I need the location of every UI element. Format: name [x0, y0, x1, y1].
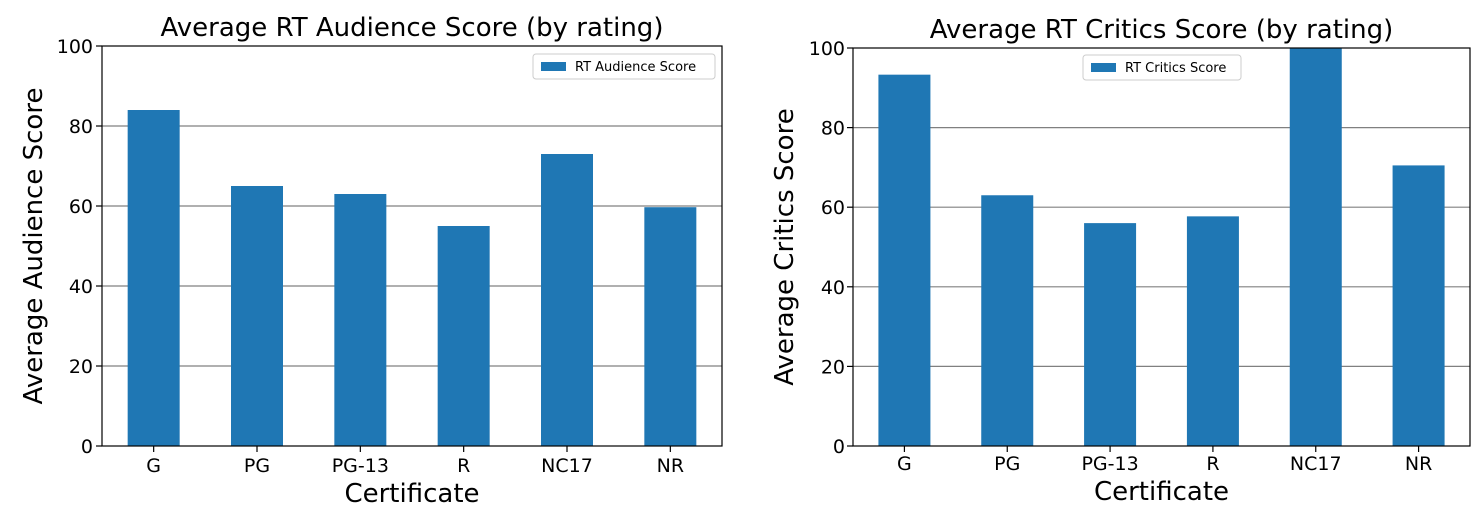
chart-2-ytick-label: 80 — [821, 118, 845, 140]
chart-2-plot-frame — [853, 48, 1470, 446]
chart-2-xlabel: Certificate — [1094, 477, 1229, 507]
chart-1-bar-nr — [644, 207, 696, 446]
chart-1-legend-label: RT Audience Score — [575, 60, 696, 75]
chart-1-plot-frame — [102, 46, 722, 446]
chart-2-xtick-label: PG — [994, 453, 1020, 475]
chart-2-xtick-label: PG-13 — [1081, 453, 1138, 475]
chart-1-bar-pg — [231, 186, 283, 446]
chart-2-ylabel: Average Critics Score — [770, 108, 800, 385]
chart-2-ytick-label: 0 — [833, 436, 845, 458]
chart-1-ytick-label: 80 — [69, 116, 93, 138]
chart-2-bar-nc17 — [1290, 48, 1342, 446]
chart-2-legend-swatch — [1091, 63, 1116, 72]
chart-2-bar-r — [1187, 216, 1239, 446]
chart-1-xtick-label: NR — [657, 455, 684, 477]
chart-2-xtick-label: NR — [1405, 453, 1432, 475]
chart-2-ytick-label: 60 — [821, 197, 845, 219]
chart-2-xtick-label: G — [897, 453, 912, 475]
chart-1-xtick-label: NC17 — [541, 455, 593, 477]
chart-1-title: Average RT Audience Score (by rating) — [161, 13, 664, 43]
chart-1-bar-r — [438, 226, 490, 446]
chart-2-xtick-label: R — [1206, 453, 1219, 475]
chart-2-ytick-label: 20 — [821, 356, 845, 378]
chart-2-bar-pg — [981, 195, 1033, 446]
chart-1-legend-swatch — [541, 62, 566, 71]
chart-1-xtick-label: PG — [244, 455, 270, 477]
chart-2-ytick-label: 40 — [821, 277, 845, 299]
chart-2-bar-g — [878, 75, 930, 446]
chart-2: 0 20 40 60 80 100 G PG PG-13 R NC17 NR Average RT Cr… — [770, 15, 1470, 507]
chart-1-ytick-label: 0 — [81, 436, 93, 458]
chart-1: 0 20 40 60 80 100 G PG PG-13 R NC17 NR Average RT Au… — [19, 13, 722, 509]
chart-1-ylabel: Average Audience Score — [19, 88, 49, 405]
chart-1-xlabel: Certificate — [344, 479, 479, 509]
chart-1-ytick-label: 60 — [69, 196, 93, 218]
chart-1-xtick-label: R — [457, 455, 470, 477]
chart-2-bar-pg-13 — [1084, 223, 1136, 446]
chart-1-bar-pg-13 — [334, 194, 386, 446]
chart-2-ytick-label: 100 — [809, 38, 845, 60]
chart-2-legend: RT Critics Score — [1083, 55, 1241, 80]
chart-1-ytick-label: 100 — [57, 36, 93, 58]
chart-2-title: Average RT Critics Score (by rating) — [930, 15, 1394, 45]
chart-1-bar-nc17 — [541, 154, 593, 446]
chart-1-ytick-label: 40 — [69, 276, 93, 298]
chart-2-xtick-label: NC17 — [1290, 453, 1342, 475]
chart-1-bar-g — [128, 110, 180, 446]
chart-1-legend: RT Audience Score — [533, 54, 715, 79]
chart-1-xtick-label: G — [146, 455, 161, 477]
chart-1-ytick-label: 20 — [69, 356, 93, 378]
chart-1-xtick-label: PG-13 — [332, 455, 389, 477]
chart-2-bar-nr — [1393, 165, 1445, 446]
chart-2-legend-label: RT Critics Score — [1125, 61, 1226, 76]
